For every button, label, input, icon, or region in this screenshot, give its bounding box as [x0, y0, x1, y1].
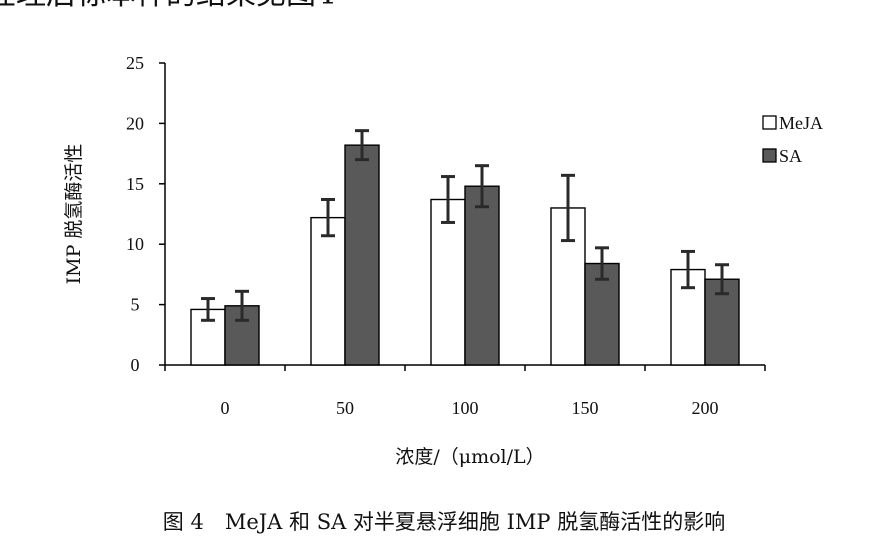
tick-labels: 0 5 10 15 20 25 0 50 100 150 200 — [126, 53, 719, 418]
figure-caption: 图 4 MeJA 和 SA 对半夏悬浮细胞 IMP 脱氢酶活性的影响 — [162, 510, 726, 534]
error-bars — [201, 129, 729, 322]
bar-sa-50 — [344, 144, 380, 366]
y-tick-label: 15 — [126, 174, 144, 194]
x-tick-label: 150 — [572, 398, 599, 418]
y-tick-label: 25 — [126, 53, 144, 73]
x-tick-label: 0 — [221, 398, 230, 418]
bars — [190, 144, 740, 366]
x-tick-label: 100 — [452, 398, 479, 418]
bar-meja-100 — [430, 198, 466, 366]
top-text-fragment: 性理后标本样的结果见图4 — [0, 0, 335, 12]
x-tick-label: 50 — [336, 398, 354, 418]
x-axis-title: 浓度/（μmol/L） — [395, 446, 544, 468]
bar-sa-100 — [464, 185, 500, 366]
axes — [159, 62, 766, 371]
legend-label-meja: MeJA — [779, 113, 823, 133]
x-tick-label: 200 — [692, 398, 719, 418]
y-tick-label: 10 — [126, 234, 144, 254]
bar-meja-50 — [310, 216, 346, 366]
y-tick-label: 20 — [126, 113, 144, 133]
legend-swatch-sa — [762, 148, 777, 163]
y-axis-title: IMP 脱氢酶活性 — [63, 144, 85, 285]
y-tick-label: 5 — [131, 295, 140, 315]
legend-swatch-meja — [762, 115, 777, 130]
legend-label-sa: SA — [779, 146, 802, 166]
y-tick-label: 0 — [131, 355, 140, 375]
legend: MeJA SA — [762, 113, 823, 166]
